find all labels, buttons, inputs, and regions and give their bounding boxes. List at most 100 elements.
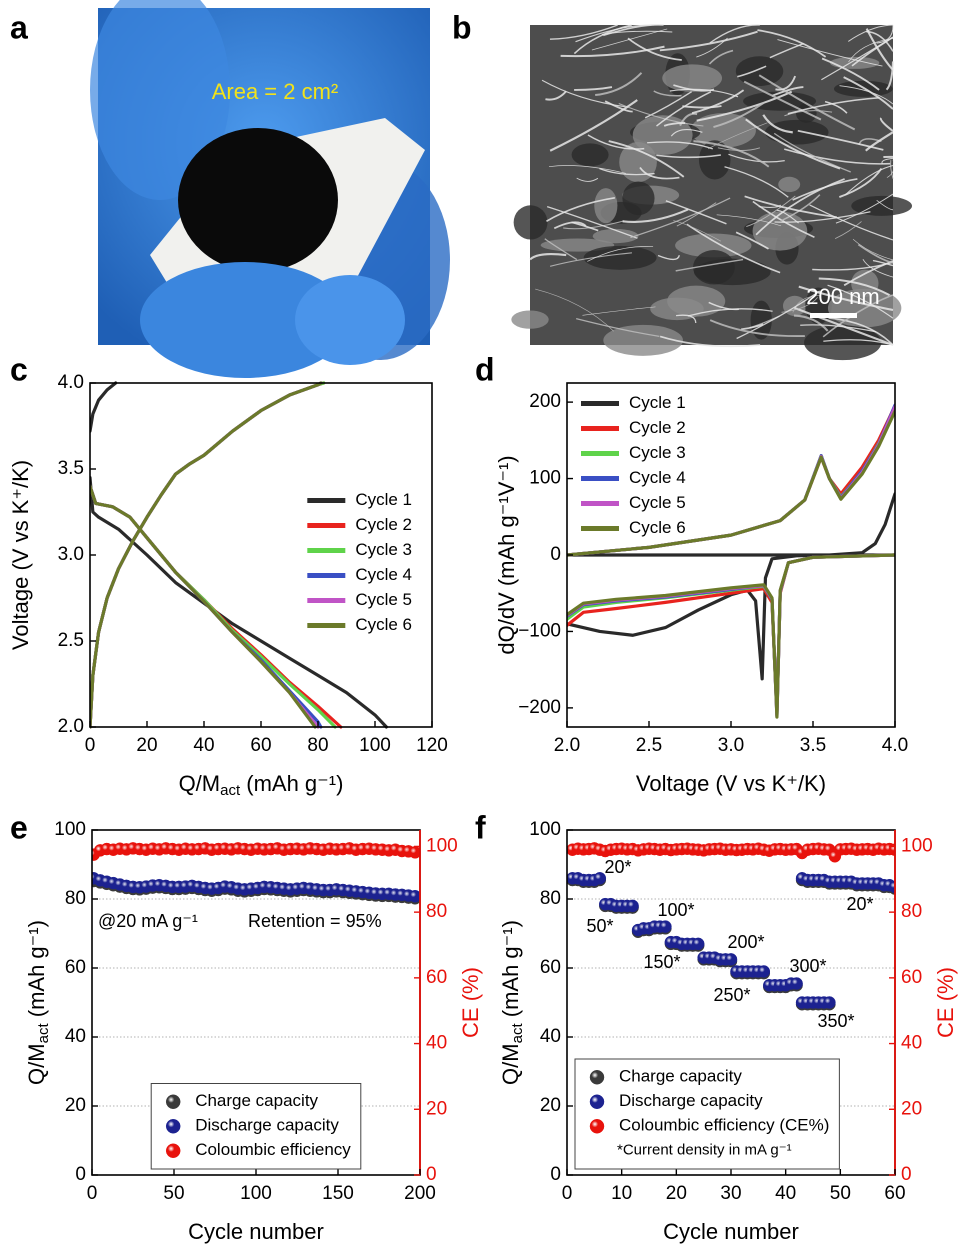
sem-fiber xyxy=(780,194,821,222)
sem-fiber xyxy=(773,132,851,173)
sem-fiber xyxy=(713,101,765,129)
y2-tick-label: 60 xyxy=(426,967,447,988)
legend-label: Cycle 2 xyxy=(355,515,412,534)
sem-fiber xyxy=(696,90,793,122)
sem-particle xyxy=(693,250,735,285)
sem-particle xyxy=(632,115,693,155)
y-tick-label: 200 xyxy=(529,391,561,412)
x-tick-label: 20 xyxy=(666,1183,687,1204)
y-tick-label: 100 xyxy=(529,819,561,840)
sem-fiber xyxy=(603,23,664,37)
x-tick-label: 3.0 xyxy=(718,735,744,756)
chart: 0 50 100 150 200020406080100020406080100@20 … xyxy=(54,819,457,1204)
legend-label: Cycle 2 xyxy=(629,418,686,437)
axis-label: dQ/dV (mAh g⁻¹V⁻¹) xyxy=(494,455,519,654)
x-tick-label: 0 xyxy=(85,735,96,756)
sem-fiber xyxy=(822,294,894,338)
legend-label: Charge capacity xyxy=(195,1091,318,1110)
legend-label: Cycle 3 xyxy=(355,540,412,559)
sem-fiber xyxy=(549,252,632,267)
sem-fiber xyxy=(745,118,841,170)
x-tick-label: 30 xyxy=(720,1183,741,1204)
sem-fiber xyxy=(639,167,680,180)
axis-label: Q/Mact (mAh g⁻¹) xyxy=(24,920,52,1085)
sem-fiber xyxy=(828,317,894,346)
sem-particle xyxy=(698,140,731,180)
sem-fiber xyxy=(656,91,712,127)
panel-letter: a xyxy=(10,9,28,45)
legend: Cycle 1 Cycle 2 Cycle 3 Cycle 4 Cycle 5 Cycle… xyxy=(307,490,412,634)
sem-fiber xyxy=(852,238,894,261)
axis-label: Q/Mact (mAh g⁻¹) xyxy=(498,920,526,1085)
y2-tick-label: 40 xyxy=(901,1033,922,1054)
sem-fiber xyxy=(876,200,894,211)
sem-fiber xyxy=(746,195,796,228)
annotation: 20* xyxy=(846,894,873,914)
panel-letter: c xyxy=(10,351,28,387)
sem-fiber xyxy=(744,195,837,219)
sem-particle xyxy=(650,297,704,321)
sem-fiber xyxy=(885,61,895,91)
area-annotation: Area = 2 cm² xyxy=(212,79,339,104)
label-main: Q/M xyxy=(498,1043,523,1085)
data-point xyxy=(724,953,738,966)
sem-fiber xyxy=(663,122,686,127)
sem-fiber xyxy=(777,39,883,67)
plot-area xyxy=(567,403,895,719)
photo-a: Area = 2 cm² xyxy=(90,0,450,378)
sem-fiber xyxy=(595,72,643,96)
sem-fiber xyxy=(865,131,894,152)
legend-swatch xyxy=(589,1119,605,1134)
data-point xyxy=(823,996,836,1009)
sem-particle xyxy=(592,228,639,244)
data-point xyxy=(408,889,420,903)
y2-tick-label: 100 xyxy=(901,835,933,856)
sem-fiber xyxy=(549,99,638,152)
sem-fiber xyxy=(857,243,894,264)
sem-fiber xyxy=(670,128,703,137)
y-tick-label: 80 xyxy=(540,888,561,909)
x-tick-label: 50 xyxy=(163,1183,184,1204)
panel-letters: a b c d e f xyxy=(10,9,495,845)
sem-fiber xyxy=(709,319,805,338)
label-sub: act xyxy=(35,1023,52,1044)
data-point xyxy=(593,872,607,885)
sem-fiber xyxy=(798,285,894,312)
x-tick-label: 40 xyxy=(193,735,214,756)
label-sub: act xyxy=(509,1023,526,1044)
x-tick-label: 120 xyxy=(416,735,448,756)
legend-label: Cycle 3 xyxy=(629,443,686,462)
sem-fiber xyxy=(834,221,862,239)
data-point xyxy=(691,937,705,951)
sem-fiber xyxy=(839,167,883,198)
y-tick-label: 20 xyxy=(540,1095,561,1116)
annotation: 150* xyxy=(643,952,680,972)
legend-swatch xyxy=(589,1094,605,1109)
legend-note: *Current density in mA g⁻¹ xyxy=(617,1142,792,1159)
sem-fiber xyxy=(582,306,656,316)
data-point xyxy=(888,880,895,894)
sem-fiber xyxy=(800,324,877,333)
sem-fiber xyxy=(587,134,645,150)
sem-fiber xyxy=(827,284,894,319)
scale-bar-label: 200 nm xyxy=(806,284,879,309)
x-tick-label: 40 xyxy=(775,1183,796,1204)
sem-fiber xyxy=(553,221,587,230)
sem-fiber xyxy=(843,260,894,287)
annotation: 100* xyxy=(657,900,694,920)
sem-fiber xyxy=(560,45,665,58)
legend: Charge capacity Discharge capacity Coloumb… xyxy=(150,1083,362,1170)
sem-fiber xyxy=(587,246,654,262)
x-tick-label: 100 xyxy=(240,1183,272,1204)
sem-fiber xyxy=(709,24,760,44)
legend-swatch xyxy=(165,1143,181,1158)
y2-tick-label: 0 xyxy=(901,1164,912,1185)
sem-fiber xyxy=(675,314,697,324)
axis-label: Voltage (V vs K⁺/K) xyxy=(8,460,33,650)
legend-label: Cycle 5 xyxy=(355,590,412,609)
axis-label: CE (%) xyxy=(933,967,958,1038)
legend-label: Cycle 1 xyxy=(355,490,412,509)
sem-fiber xyxy=(541,79,626,108)
annotation: 250* xyxy=(713,985,750,1005)
y2-tick-label: 20 xyxy=(901,1098,922,1119)
